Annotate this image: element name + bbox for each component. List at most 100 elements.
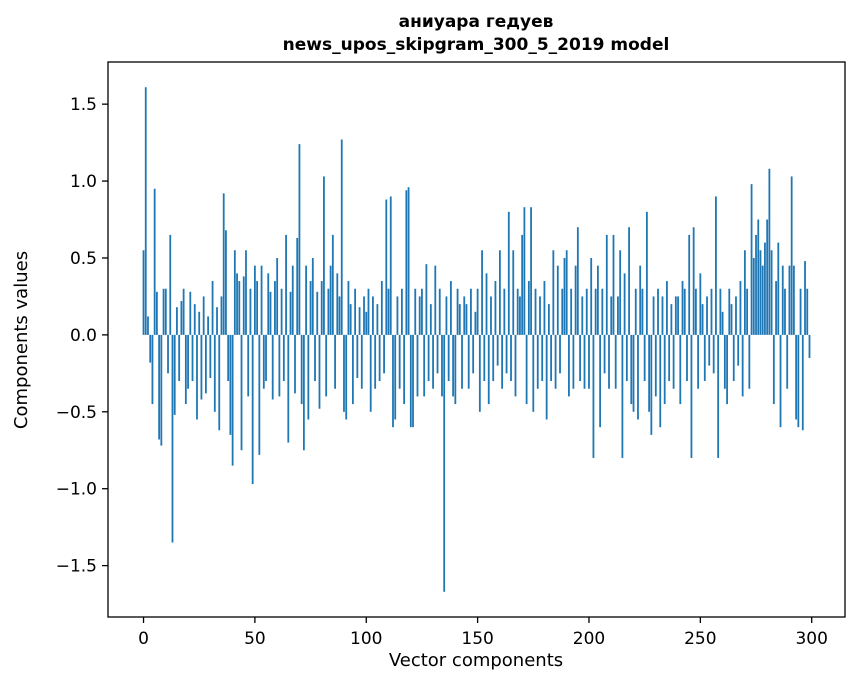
bar bbox=[568, 334, 570, 397]
bar bbox=[253, 265, 256, 335]
bar bbox=[144, 87, 147, 335]
bar bbox=[441, 334, 443, 397]
bar bbox=[523, 207, 526, 335]
bar bbox=[387, 288, 390, 335]
bar bbox=[213, 334, 216, 412]
bar bbox=[563, 257, 566, 335]
bar bbox=[376, 304, 379, 335]
bar bbox=[418, 296, 421, 335]
bar bbox=[178, 334, 181, 382]
x-tick-label: 50 bbox=[244, 629, 266, 649]
bar bbox=[329, 265, 332, 335]
bar bbox=[456, 288, 459, 335]
bar bbox=[721, 311, 724, 335]
y-tick-label: 0.5 bbox=[70, 249, 97, 269]
bar bbox=[296, 237, 299, 335]
bar bbox=[547, 304, 550, 335]
bar bbox=[147, 316, 149, 335]
bar bbox=[167, 334, 169, 374]
bar bbox=[768, 168, 771, 335]
bar bbox=[657, 288, 659, 335]
bar bbox=[757, 219, 760, 335]
bar bbox=[372, 296, 374, 335]
bar bbox=[463, 296, 466, 335]
y-tick-label: 1.5 bbox=[70, 95, 97, 115]
bar bbox=[594, 288, 597, 335]
bar bbox=[755, 234, 757, 335]
bar bbox=[652, 296, 655, 335]
bar bbox=[449, 281, 452, 335]
bar bbox=[574, 265, 577, 335]
x-tick-label: 200 bbox=[573, 629, 605, 649]
bar bbox=[641, 288, 644, 335]
bar bbox=[233, 250, 236, 335]
bar bbox=[610, 296, 613, 335]
bar bbox=[392, 334, 394, 428]
bar bbox=[519, 296, 521, 335]
bar bbox=[265, 334, 267, 382]
bar bbox=[434, 265, 437, 335]
bar bbox=[423, 334, 426, 397]
bar bbox=[494, 281, 497, 335]
bar bbox=[670, 304, 673, 335]
bar bbox=[699, 273, 702, 335]
bar bbox=[601, 288, 604, 335]
bar bbox=[510, 334, 512, 382]
bar bbox=[730, 304, 733, 335]
bar bbox=[202, 296, 205, 335]
axis-ticks: 0 50 100 150 200 250 300 −1.5 −1.0 −0.5 0.0 0.5 1.0 1… bbox=[56, 95, 828, 649]
bar bbox=[639, 265, 642, 335]
bar bbox=[596, 265, 599, 335]
bar bbox=[498, 250, 501, 335]
y-axis-label: Components values bbox=[11, 251, 32, 429]
bar bbox=[723, 334, 726, 389]
bar bbox=[550, 334, 553, 382]
bar bbox=[318, 334, 321, 409]
bar bbox=[599, 334, 602, 428]
bar bbox=[545, 334, 548, 420]
bar bbox=[648, 334, 651, 412]
bar bbox=[236, 273, 238, 335]
bar bbox=[458, 304, 461, 335]
bar bbox=[476, 288, 479, 335]
bar bbox=[187, 334, 189, 389]
bar bbox=[358, 307, 361, 335]
bar bbox=[565, 250, 568, 335]
bar bbox=[619, 250, 622, 335]
bar bbox=[162, 288, 165, 335]
bar bbox=[617, 296, 619, 335]
bar bbox=[772, 334, 775, 405]
bar bbox=[496, 334, 499, 366]
bar bbox=[679, 334, 682, 405]
bar bbox=[507, 211, 510, 335]
bar bbox=[369, 334, 372, 412]
bar bbox=[552, 250, 555, 335]
bar bbox=[180, 301, 183, 335]
bar bbox=[227, 334, 230, 382]
bar bbox=[294, 334, 296, 394]
bar bbox=[608, 334, 610, 389]
bar bbox=[790, 176, 793, 335]
bar bbox=[307, 334, 310, 420]
bar bbox=[672, 334, 675, 389]
bar bbox=[354, 288, 357, 335]
bar bbox=[503, 288, 506, 335]
bar bbox=[766, 219, 769, 335]
bar bbox=[570, 288, 573, 335]
bar bbox=[561, 288, 564, 335]
bar bbox=[643, 334, 646, 382]
bar bbox=[770, 250, 773, 335]
bar bbox=[590, 257, 593, 335]
bar bbox=[694, 288, 697, 335]
bar bbox=[628, 227, 630, 335]
bar bbox=[300, 334, 303, 405]
bar bbox=[200, 334, 203, 400]
bar bbox=[445, 296, 448, 335]
bar bbox=[645, 211, 648, 335]
bar bbox=[472, 334, 475, 374]
bar bbox=[487, 334, 490, 405]
bar bbox=[478, 334, 481, 412]
bar bbox=[683, 288, 686, 335]
bar bbox=[588, 334, 590, 389]
